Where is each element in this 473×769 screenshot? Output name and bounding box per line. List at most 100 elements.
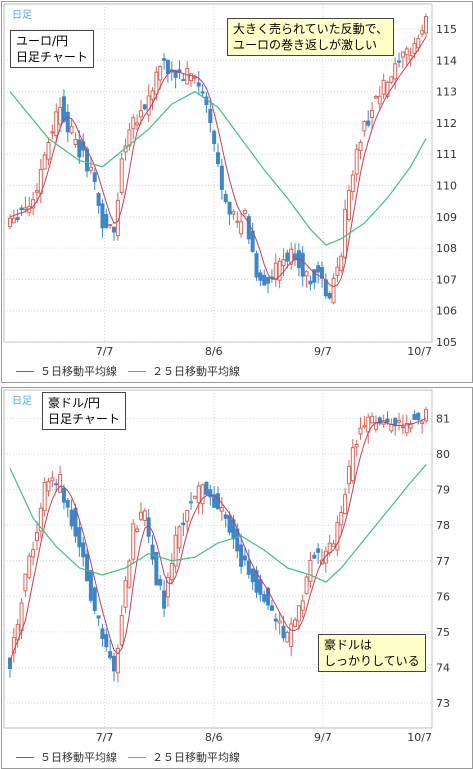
- chart-panel-eurjpy: 105 106 107 108 109 110 111 112 113 114 115 7/7 8/6 9…: [1, 1, 473, 383]
- candle-down: [69, 509, 74, 527]
- candle-up: [350, 174, 355, 192]
- candle-down: [385, 418, 390, 423]
- y-tick-label: 107: [436, 273, 457, 286]
- candle-down: [412, 414, 417, 420]
- x-tick-label: 7/7: [96, 345, 114, 358]
- candle-up: [362, 425, 367, 428]
- candle-down: [150, 544, 155, 560]
- candle-up: [235, 220, 240, 223]
- candle-down: [246, 216, 251, 240]
- candle-up: [300, 600, 305, 611]
- candle-down: [316, 548, 321, 553]
- legend-label-ma25: ２５日移動平均線: [152, 751, 240, 764]
- candle-up: [192, 495, 197, 499]
- candle-down: [223, 193, 228, 203]
- candle-up: [331, 543, 336, 547]
- candle-down: [173, 70, 178, 78]
- candle-down: [65, 111, 70, 133]
- candle-up: [277, 620, 282, 624]
- candle-up: [131, 117, 136, 130]
- candle-down: [200, 91, 205, 94]
- candle-down: [216, 152, 220, 165]
- candle-up: [58, 474, 63, 493]
- candle-down: [181, 79, 186, 82]
- candle-down: [281, 625, 286, 639]
- x-tick-label: 8/6: [205, 345, 223, 358]
- candle-up: [273, 262, 278, 281]
- candle-up: [135, 528, 140, 532]
- candle-down: [216, 493, 220, 510]
- candle-up: [146, 95, 151, 116]
- candle-up: [27, 555, 32, 578]
- candle-down: [100, 203, 105, 229]
- candle-down: [393, 417, 398, 427]
- candle-up: [389, 423, 394, 432]
- candle-down: [112, 226, 116, 233]
- candle-down: [112, 655, 116, 672]
- legend-item-ma25: ２５日移動平均線: [128, 749, 240, 765]
- y-tick-label: 112: [436, 117, 457, 130]
- candle-up: [123, 580, 128, 608]
- candle-down: [54, 483, 59, 486]
- candle-up: [385, 81, 390, 97]
- candle-down: [196, 82, 201, 87]
- candle-up: [373, 96, 378, 99]
- chart-legend: ５日移動平均線 ２５日移動平均線: [2, 358, 472, 382]
- candle-up: [308, 559, 313, 582]
- y-tick-label: 105: [436, 336, 457, 349]
- candle-down: [246, 560, 251, 575]
- candle-down: [377, 417, 382, 424]
- candle-up: [154, 71, 159, 95]
- candle-down: [189, 501, 194, 504]
- y-tick-label: 81: [436, 412, 450, 425]
- candle-up: [404, 423, 409, 434]
- candle-up: [393, 63, 398, 80]
- y-tick-label: 75: [436, 626, 450, 639]
- candle-up: [404, 48, 409, 56]
- candle-up: [289, 248, 294, 265]
- candle-up: [377, 95, 382, 105]
- candle-down: [397, 60, 402, 63]
- y-tick-label: 110: [436, 180, 457, 193]
- candle-up: [69, 126, 74, 134]
- chart-svg-eurjpy: 105 106 107 108 109 110 111 112 113 114 115 7/7 8/6 9…: [3, 3, 457, 358]
- candle-down: [262, 594, 267, 602]
- candle-up: [138, 511, 143, 520]
- candle-up: [46, 481, 51, 492]
- candle-down: [162, 590, 167, 609]
- candle-down: [258, 272, 263, 281]
- candle-up: [424, 16, 428, 34]
- candle-up: [185, 509, 190, 522]
- freq-label: 日足: [12, 396, 32, 407]
- candle-down: [316, 265, 321, 273]
- candle-down: [254, 253, 259, 278]
- candle-down: [323, 279, 328, 297]
- y-tick-label: 78: [436, 519, 450, 532]
- candle-up: [34, 190, 39, 193]
- candle-down: [366, 120, 371, 126]
- candle-up: [127, 560, 132, 588]
- y-tick-label: 111: [436, 148, 457, 161]
- candle-down: [73, 507, 78, 537]
- legend-label-ma5: ５日移動平均線: [40, 365, 117, 378]
- candle-up: [127, 129, 132, 147]
- candle-down: [300, 252, 305, 277]
- y-tick-label: 114: [436, 54, 457, 67]
- y-tick-label: 109: [436, 211, 457, 224]
- candle-up: [339, 255, 344, 271]
- candle-up: [323, 550, 328, 564]
- candle-down: [181, 522, 186, 526]
- candle-up: [88, 166, 93, 171]
- candle-up: [119, 615, 124, 646]
- candle-up: [242, 210, 247, 215]
- candle-down: [162, 58, 167, 61]
- candle-up: [335, 266, 340, 276]
- x-tick-label: 10/7: [407, 345, 432, 358]
- candle-up: [192, 76, 197, 79]
- audjpy-ma5-line: [9, 418, 427, 661]
- candle-up: [150, 90, 155, 100]
- candle-up: [350, 447, 355, 482]
- candle-up: [34, 532, 39, 542]
- audjpy-ma25-line: [9, 464, 427, 583]
- y-tick-label: 108: [436, 242, 457, 255]
